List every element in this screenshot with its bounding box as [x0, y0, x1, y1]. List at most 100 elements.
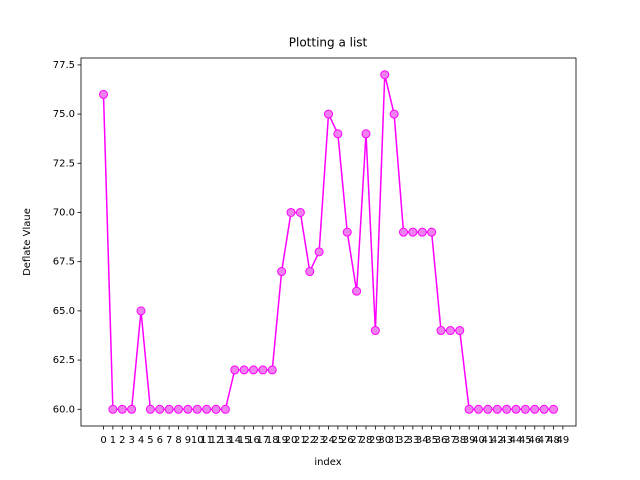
data-point: [145, 404, 155, 414]
data-point: [239, 365, 249, 375]
data-point: [530, 404, 540, 414]
data-point: [520, 404, 530, 414]
data-point: [370, 326, 380, 336]
data-point: [314, 247, 324, 257]
data-point: [427, 227, 437, 237]
data-point: [230, 365, 240, 375]
data-point: [483, 404, 493, 414]
x-tick-label: 8: [175, 435, 181, 446]
data-point: [436, 326, 446, 336]
x-tick-label: 22: [303, 435, 316, 446]
data-line: [102, 74, 554, 411]
data-point: [249, 365, 258, 375]
data-point: [267, 365, 277, 375]
data-point: [408, 227, 418, 237]
x-tick-label: 29: [369, 435, 382, 446]
data-point: [305, 267, 315, 277]
y-tick-label: 70.0: [53, 207, 75, 218]
x-tick-label: 11: [200, 435, 213, 446]
data-point: [295, 207, 305, 217]
data-point: [333, 129, 343, 139]
x-tick-label: 17: [257, 435, 270, 446]
x-tick-label: 2: [119, 435, 125, 446]
y-tick-label: 72.5: [53, 158, 75, 169]
x-tick-label: 30: [378, 435, 391, 446]
x-tick-label: 45: [519, 435, 532, 446]
x-tick-label: 49: [557, 435, 570, 446]
data-point: [117, 404, 127, 414]
x-tick-label: 46: [528, 435, 541, 446]
data-point: [108, 404, 118, 414]
x-tick-label: 26: [341, 435, 354, 446]
data-point: [445, 326, 455, 336]
x-tick-label: 43: [500, 435, 513, 446]
x-tick-label: 25: [332, 435, 345, 446]
x-tick-label: 0: [100, 435, 106, 446]
y-tick-label: 62.5: [53, 355, 75, 366]
x-tick-label: 15: [238, 435, 251, 446]
data-point: [549, 404, 558, 414]
x-tick-label: 20: [285, 435, 298, 446]
x-tick-label: 12: [210, 435, 223, 446]
x-tick-label: 19: [275, 435, 288, 446]
x-tick-label: 33: [407, 435, 420, 446]
y-tick-label: 75.0: [53, 109, 75, 120]
data-point: [352, 286, 362, 296]
data-point: [99, 89, 108, 99]
x-tick-label: 21: [294, 435, 307, 446]
data-point: [174, 404, 183, 414]
data-point: [127, 404, 137, 414]
x-tick-label: 18: [266, 435, 279, 446]
x-tick-label: 13: [219, 435, 232, 446]
data-point: [220, 404, 230, 414]
x-tick-label: 27: [350, 435, 363, 446]
data-point: [183, 404, 193, 414]
x-tick-label: 41: [482, 435, 495, 446]
chart-title: Plotting a list: [289, 36, 368, 50]
x-tick-label: 36: [435, 435, 448, 446]
data-point: [324, 109, 333, 119]
data-point: [502, 404, 512, 414]
y-tick-label: 65.0: [53, 306, 75, 317]
x-tick-label: 34: [416, 435, 429, 446]
data-point: [342, 227, 352, 237]
x-axis-label: index: [314, 457, 341, 468]
x-tick-label: 7: [166, 435, 172, 446]
data-point: [258, 365, 268, 375]
x-tick-label: 32: [397, 435, 410, 446]
data-point: [417, 227, 427, 237]
x-tick-label: 5: [147, 435, 153, 446]
x-tick-label: 6: [157, 435, 163, 446]
data-point: [211, 404, 221, 414]
data-point: [136, 306, 146, 316]
x-tick-label: 31: [388, 435, 401, 446]
x-tick-label: 42: [491, 435, 504, 446]
data-point: [492, 404, 502, 414]
data-point: [286, 207, 296, 217]
data-point: [539, 404, 549, 414]
data-point: [380, 70, 390, 80]
x-tick-label: 39: [463, 435, 476, 446]
data-point: [474, 404, 483, 414]
x-tick-label: 10: [191, 435, 204, 446]
data-point: [389, 109, 399, 119]
x-tick-label: 47: [538, 435, 551, 446]
data-point: [399, 227, 408, 237]
x-tick-label: 23: [313, 435, 326, 446]
data-point: [511, 404, 521, 414]
data-point: [164, 404, 174, 414]
x-tick-label: 3: [128, 435, 134, 446]
x-tick-label: 9: [185, 435, 191, 446]
x-tick-label: 35: [425, 435, 438, 446]
data-point: [455, 326, 465, 336]
y-tick-label: 67.5: [53, 257, 75, 268]
x-tick-label: 24: [322, 435, 335, 446]
x-tick-label: 40: [472, 435, 485, 446]
y-tick-label: 77.5: [53, 60, 75, 71]
data-point: [192, 404, 202, 414]
x-tick-label: 16: [247, 435, 260, 446]
x-tick-label: 44: [510, 435, 523, 446]
x-tick-label: 4: [138, 435, 144, 446]
x-tick-label: 48: [547, 435, 560, 446]
